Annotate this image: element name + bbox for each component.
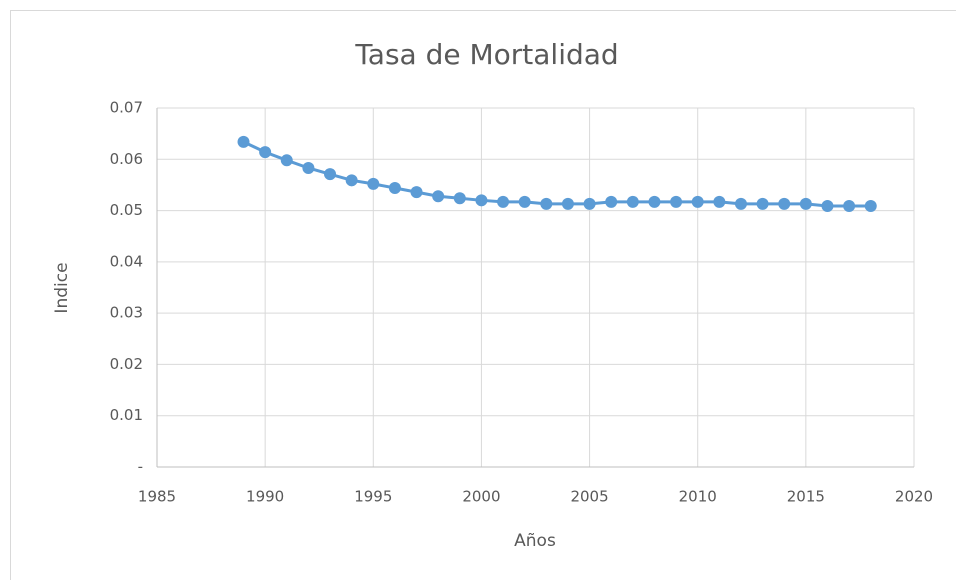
x-tick-label: 2010 [679, 488, 717, 506]
data-point [280, 154, 293, 167]
data-point [561, 197, 574, 210]
data-point [864, 199, 877, 212]
data-point [583, 197, 596, 210]
data-point [237, 135, 250, 148]
x-tick-label: 2020 [895, 488, 933, 506]
data-point [432, 190, 445, 203]
data-point [367, 177, 380, 190]
x-tick-label: 2015 [787, 488, 825, 506]
data-point [670, 195, 683, 208]
data-point [259, 146, 272, 159]
data-point [388, 182, 401, 195]
y-tick-label: 0.02 [110, 355, 143, 373]
data-point [756, 197, 769, 210]
x-axis-label: Años [514, 531, 556, 551]
data-point [843, 199, 856, 212]
data-point [821, 199, 834, 212]
data-point [691, 195, 704, 208]
y-axis-label: Indice [52, 262, 72, 313]
data-point [410, 186, 423, 199]
chart-border [10, 10, 956, 580]
y-tick-label: 0.06 [110, 150, 143, 168]
chart-title: Tasa de Mortalidad [354, 38, 618, 71]
y-tick-label: 0.07 [110, 99, 143, 117]
x-tick-label: 2005 [570, 488, 608, 506]
y-tick-label: 0.01 [110, 406, 143, 424]
data-point [345, 174, 358, 187]
data-point [497, 195, 510, 208]
data-point [605, 195, 618, 208]
data-point [518, 195, 531, 208]
data-point [302, 162, 315, 175]
data-point [799, 197, 812, 210]
data-point [475, 194, 488, 207]
data-point [713, 195, 726, 208]
y-tick-label: 0.04 [110, 252, 143, 270]
data-point [626, 195, 639, 208]
x-tick-label: 1985 [138, 488, 176, 506]
data-point [734, 197, 747, 210]
data-point [648, 195, 661, 208]
y-tick-label: 0.05 [110, 201, 143, 219]
data-point [778, 197, 791, 210]
y-tick-label: - [138, 458, 143, 476]
data-point [453, 192, 466, 205]
x-tick-label: 1995 [354, 488, 392, 506]
data-point [540, 197, 553, 210]
x-tick-label: 2000 [462, 488, 500, 506]
x-tick-label: 1990 [246, 488, 284, 506]
y-tick-label: 0.03 [110, 304, 143, 322]
data-point [324, 168, 337, 181]
